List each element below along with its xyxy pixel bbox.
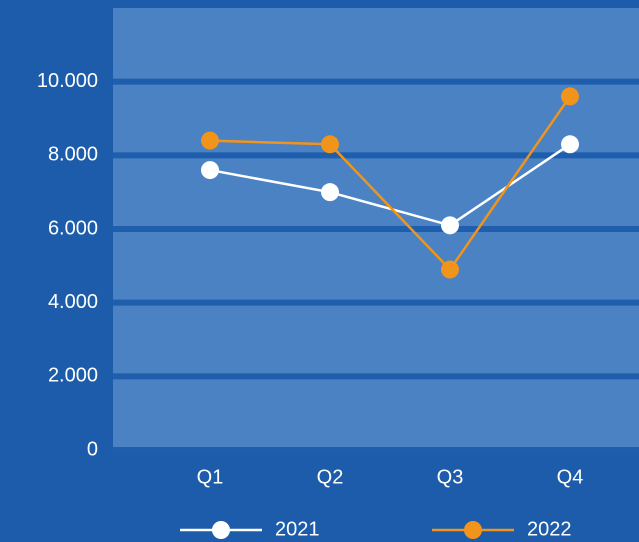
legend-marker (464, 521, 482, 539)
data-point (441, 216, 459, 235)
x-tick-label: Q1 (197, 466, 224, 488)
legend-marker (212, 521, 230, 539)
y-tick-label: 2.000 (48, 365, 98, 387)
legend-label: 2021 (275, 518, 320, 540)
x-tick-label: Q4 (557, 466, 584, 488)
data-point (561, 135, 579, 154)
legend-label: 2022 (527, 518, 572, 540)
y-tick-label: 10.000 (37, 70, 98, 92)
x-tick-label: Q2 (317, 466, 344, 488)
y-tick-label: 4.000 (48, 291, 98, 313)
y-tick-label: 6.000 (48, 217, 98, 239)
series-line (209, 95, 572, 272)
y-tick-label: 0 (87, 438, 98, 460)
data-point (561, 87, 579, 106)
data-point (201, 131, 219, 150)
y-tick-label: 8.000 (48, 144, 98, 166)
data-point (201, 161, 219, 180)
data-point (321, 135, 339, 154)
data-point (441, 260, 459, 279)
x-tick-label: Q3 (437, 466, 464, 488)
data-point (321, 183, 339, 202)
